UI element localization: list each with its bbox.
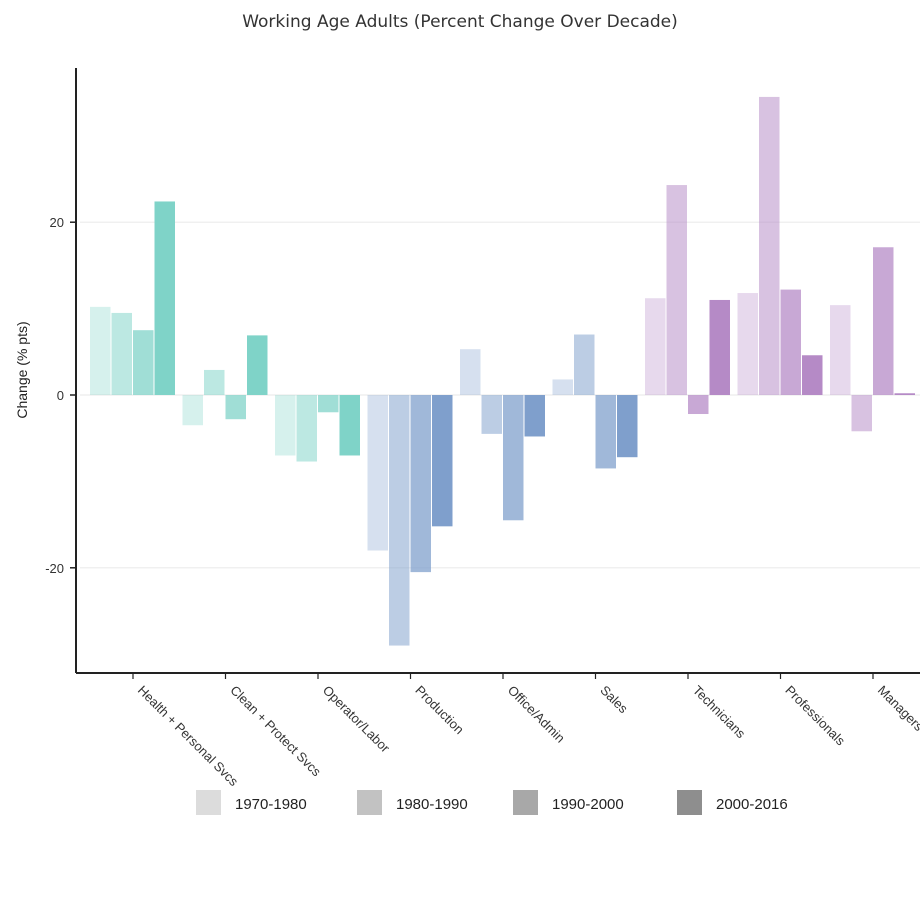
- bar-managers-1970-1980: [830, 305, 851, 395]
- bar-office-admin-1970-1980: [460, 349, 481, 395]
- category-label-production: Production: [412, 683, 467, 738]
- legend-swatch-1990-2000: [513, 790, 538, 815]
- bar-technicians-1970-1980: [645, 298, 666, 395]
- category-label-technicians: Technicians: [690, 683, 749, 742]
- legend-swatch-2000-2016: [677, 790, 702, 815]
- legend-swatch-1980-1990: [357, 790, 382, 815]
- category-label-clean-protect-svcs: Clean + Protect Svcs: [227, 683, 324, 780]
- bar-health-personal-svcs-1970-1980: [90, 306, 111, 395]
- bar-office-admin-1990-2000: [503, 395, 524, 521]
- y-tick-label-20: -20: [45, 561, 64, 576]
- y-tick-label-20: 20: [50, 215, 64, 230]
- bar-professionals-2000-2016: [802, 355, 823, 395]
- y-ticks: -20 0 20: [45, 215, 76, 576]
- y-axis-title: Change (% pts): [14, 321, 30, 418]
- bar-health-personal-svcs-1990-2000: [133, 330, 154, 395]
- category-label-managers: Managers: [875, 683, 920, 735]
- bar-professionals-1990-2000: [780, 289, 801, 395]
- bar-sales-1970-1980: [552, 379, 573, 395]
- bar-clean-protect-svcs-2000-2016: [247, 335, 268, 395]
- bar-production-1990-2000: [410, 395, 431, 573]
- legend-label-2000-2016: 2000-2016: [716, 796, 788, 813]
- bars: [90, 96, 915, 646]
- bar-technicians-1980-1990: [666, 185, 687, 395]
- bar-clean-protect-svcs-1990-2000: [225, 395, 246, 420]
- bar-production-1980-1990: [389, 395, 410, 646]
- bar-managers-1990-2000: [873, 247, 894, 395]
- legend-label-1980-1990: 1980-1990: [396, 796, 468, 813]
- bar-operator-labor-1970-1980: [275, 395, 296, 456]
- legend-label-1970-1980: 1970-1980: [235, 796, 307, 813]
- bar-office-admin-1980-1990: [481, 395, 502, 434]
- bar-sales-1980-1990: [574, 334, 595, 395]
- bar-sales-2000-2016: [617, 395, 638, 458]
- category-label-sales: Sales: [597, 683, 631, 717]
- category-label-professionals: Professionals: [782, 683, 848, 749]
- bar-technicians-2000-2016: [709, 299, 730, 395]
- category-label-health-personal-svcs: Health + Personal Svcs: [135, 683, 242, 790]
- axes: Change (% pts): [14, 68, 920, 674]
- category-label-operator-labor: Operator/Labor: [320, 683, 393, 756]
- bar-professionals-1970-1980: [737, 293, 758, 395]
- category-label-office-admin: Office/Admin: [505, 683, 568, 746]
- bar-operator-labor-1980-1990: [296, 395, 317, 462]
- bar-professionals-1980-1990: [759, 96, 780, 396]
- bar-operator-labor-1990-2000: [318, 395, 339, 413]
- bar-clean-protect-svcs-1970-1980: [182, 395, 203, 426]
- legend-swatch-1970-1980: [196, 790, 221, 815]
- bar-health-personal-svcs-1980-1990: [111, 312, 132, 395]
- bar-clean-protect-svcs-1980-1990: [204, 369, 225, 395]
- bar-technicians-1990-2000: [688, 395, 709, 415]
- bar-managers-2000-2016: [894, 393, 915, 395]
- legend: 1970-1980 1980-1990 1990-2000 2000-2016: [196, 790, 788, 815]
- bar-sales-1990-2000: [595, 395, 616, 469]
- bar-office-admin-2000-2016: [524, 395, 545, 437]
- legend-label-1990-2000: 1990-2000: [552, 796, 624, 813]
- bar-managers-1980-1990: [851, 395, 872, 432]
- bar-health-personal-svcs-2000-2016: [154, 201, 175, 395]
- bar-production-1970-1980: [367, 395, 388, 551]
- chart-title: Working Age Adults (Percent Change Over …: [242, 12, 678, 32]
- bar-operator-labor-2000-2016: [339, 395, 360, 456]
- y-tick-label-0: 0: [57, 388, 64, 403]
- bar-production-2000-2016: [432, 395, 453, 527]
